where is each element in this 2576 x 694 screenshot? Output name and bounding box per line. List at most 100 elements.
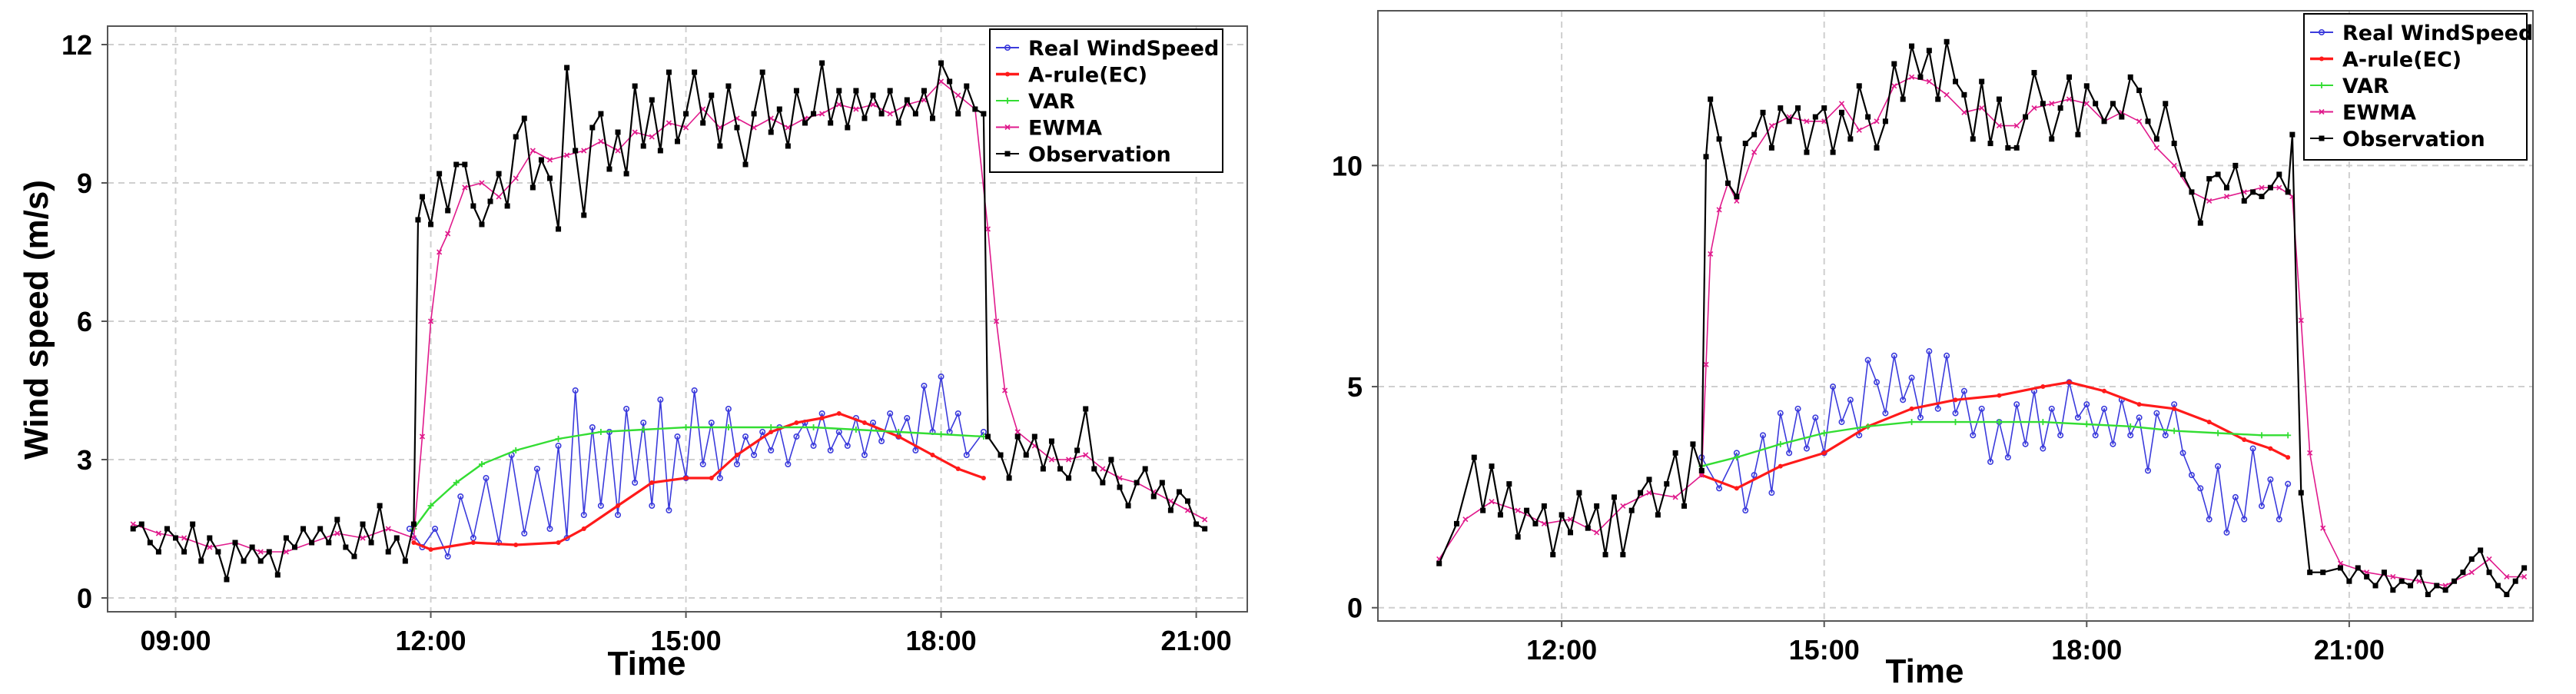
data-point xyxy=(810,442,817,449)
data-point xyxy=(1690,441,1696,447)
data-point xyxy=(483,474,490,481)
data-point xyxy=(810,424,817,430)
data-point xyxy=(1953,397,1958,403)
y-axis-title: Wind speed (m/s) xyxy=(18,180,55,460)
data-point xyxy=(2416,569,2422,576)
legend-label: Observation xyxy=(1028,143,1171,167)
data-point xyxy=(1620,552,1626,558)
data-point xyxy=(964,83,970,89)
legend-marker xyxy=(2319,108,2325,115)
data-point xyxy=(2013,401,2020,408)
data-point xyxy=(1006,475,1012,481)
data-point xyxy=(2013,144,2020,151)
data-point xyxy=(853,106,859,112)
data-point xyxy=(1777,410,1784,417)
data-point xyxy=(1031,433,1037,440)
data-point xyxy=(768,424,775,430)
data-point xyxy=(1961,109,1967,115)
data-point xyxy=(2005,144,2011,151)
data-point xyxy=(1716,136,1722,142)
data-point xyxy=(2408,583,2414,589)
data-point xyxy=(827,447,834,453)
data-point xyxy=(861,115,868,121)
data-point xyxy=(581,148,587,154)
data-point xyxy=(1048,438,1054,444)
data-point xyxy=(2364,569,2370,576)
data-point xyxy=(2206,420,2212,425)
data-point xyxy=(2197,485,2204,492)
data-point xyxy=(1760,432,1767,439)
data-point xyxy=(623,405,630,412)
data-point xyxy=(1524,507,1530,513)
data-point xyxy=(1803,445,1810,452)
data-point xyxy=(496,171,502,177)
data-point xyxy=(529,148,536,154)
data-point xyxy=(2259,503,2266,510)
data-point xyxy=(1778,105,1784,111)
data-point xyxy=(632,83,638,89)
data-point xyxy=(1900,96,1906,102)
data-point xyxy=(1908,419,1915,426)
data-point xyxy=(828,120,834,126)
data-point xyxy=(479,221,485,227)
data-point xyxy=(1987,458,1994,465)
data-point xyxy=(2495,583,2501,589)
data-point xyxy=(2298,490,2304,496)
data-point xyxy=(785,460,792,467)
data-point xyxy=(1734,194,1740,200)
data-point xyxy=(1742,141,1748,147)
data-point xyxy=(1794,405,1801,412)
data-point xyxy=(2268,446,2273,451)
data-point xyxy=(819,60,825,66)
data-point xyxy=(2504,591,2510,597)
data-point xyxy=(1167,507,1173,513)
data-point xyxy=(2163,101,2169,107)
data-point xyxy=(1471,454,1477,460)
data-point xyxy=(538,157,544,163)
data-point xyxy=(725,405,732,412)
data-point xyxy=(521,530,528,536)
data-point xyxy=(453,480,460,486)
data-point xyxy=(419,433,426,440)
data-point xyxy=(2013,123,2020,129)
data-point xyxy=(291,544,297,550)
data-point xyxy=(1874,118,1880,125)
legend-label: Observation xyxy=(2342,128,2485,151)
data-point xyxy=(428,221,434,227)
data-point xyxy=(1733,454,1740,461)
data-point xyxy=(666,120,672,126)
data-point xyxy=(572,387,579,393)
data-point xyxy=(427,503,434,509)
data-point xyxy=(811,111,817,117)
data-point xyxy=(751,451,758,458)
data-point xyxy=(2101,118,2107,125)
data-point xyxy=(844,442,851,449)
series-a-rule-ec- xyxy=(411,411,986,552)
data-point xyxy=(1768,144,1774,151)
data-point xyxy=(402,558,408,564)
data-point xyxy=(1014,429,1021,435)
data-point xyxy=(657,396,664,403)
data-point xyxy=(2049,101,2055,107)
data-point xyxy=(2040,384,2046,390)
data-point xyxy=(2223,194,2230,200)
data-point xyxy=(427,318,434,324)
data-point xyxy=(793,433,800,440)
data-point xyxy=(1202,516,1208,523)
data-point xyxy=(1812,114,1818,120)
data-point xyxy=(2057,105,2063,111)
data-point xyxy=(623,171,629,177)
data-point xyxy=(1970,136,1976,142)
data-point xyxy=(1100,480,1106,486)
data-point xyxy=(640,143,646,149)
data-point xyxy=(2206,176,2213,182)
data-point xyxy=(692,69,698,75)
data-point xyxy=(207,544,213,550)
data-point xyxy=(921,88,927,94)
data-point xyxy=(564,65,570,71)
data-point xyxy=(1620,503,1626,509)
data-point xyxy=(419,194,425,200)
data-point xyxy=(708,419,715,426)
legend-label: Real WindSpeed xyxy=(2342,22,2533,45)
data-point xyxy=(2486,569,2492,576)
